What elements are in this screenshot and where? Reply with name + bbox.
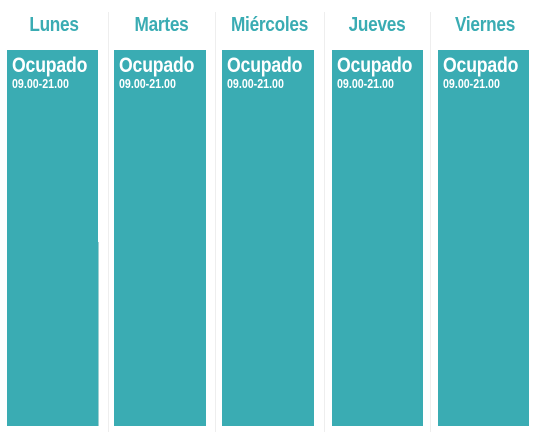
slot-hours: 09.00-21.00	[227, 76, 284, 91]
column-divider	[430, 12, 431, 432]
day-header-tuesday: Martes	[134, 14, 189, 36]
column-divider	[324, 12, 325, 432]
day-column-thursday: Jueves Ocupado 09.00-21.00	[324, 0, 430, 437]
slot-status: Ocupado	[12, 54, 88, 77]
slot-block-monday[interactable]: Ocupado 09.00-21.00	[7, 50, 99, 426]
slot-status: Ocupado	[443, 54, 519, 77]
day-header-wednesday: Miércoles	[230, 14, 309, 36]
column-divider	[215, 12, 216, 432]
slot-hours: 09.00-21.00	[119, 76, 176, 91]
day-header-monday: Lunes	[29, 14, 79, 36]
slot-hours: 09.00-21.00	[337, 76, 394, 91]
slot-status: Ocupado	[119, 54, 195, 77]
day-header-friday: Viernes	[454, 14, 516, 36]
day-column-wednesday: Miércoles Ocupado 09.00-21.00	[215, 0, 324, 437]
slot-block-tuesday[interactable]: Ocupado 09.00-21.00	[114, 50, 206, 426]
slot-block-wednesday[interactable]: Ocupado 09.00-21.00	[222, 50, 314, 426]
day-header-thursday: Jueves	[348, 14, 406, 36]
block-edge-shadow	[98, 242, 99, 426]
slot-status: Ocupado	[227, 54, 303, 77]
column-divider	[108, 12, 109, 432]
slot-block-thursday[interactable]: Ocupado 09.00-21.00	[332, 50, 423, 426]
slot-hours: 09.00-21.00	[12, 76, 69, 91]
slot-hours: 09.00-21.00	[443, 76, 500, 91]
slot-status: Ocupado	[337, 54, 413, 77]
day-column-friday: Viernes Ocupado 09.00-21.00	[430, 0, 540, 437]
slot-block-friday[interactable]: Ocupado 09.00-21.00	[438, 50, 529, 426]
day-column-monday: Lunes Ocupado 09.00-21.00	[0, 0, 108, 437]
day-column-tuesday: Martes Ocupado 09.00-21.00	[108, 0, 215, 437]
